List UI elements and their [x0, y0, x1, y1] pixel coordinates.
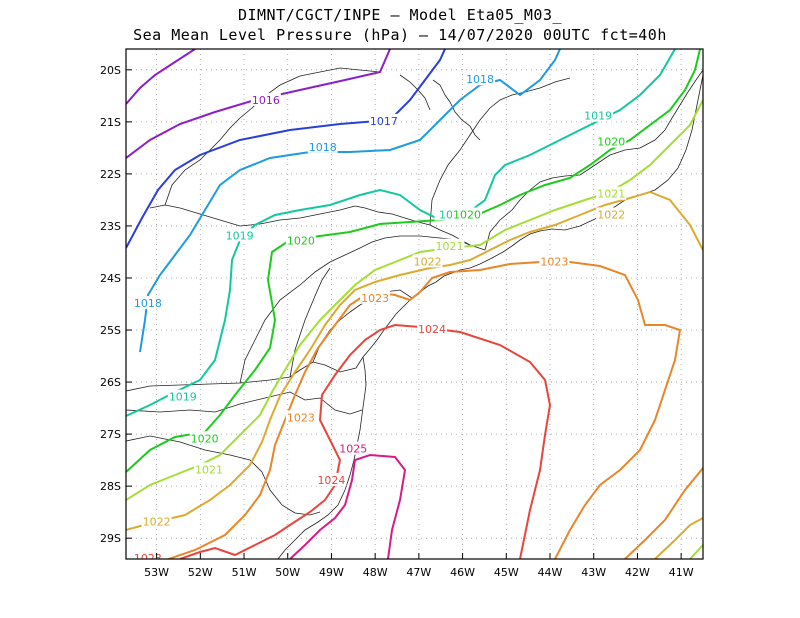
lon-tick-label: 41W: [669, 566, 694, 579]
lon-tick-label: 42W: [625, 566, 650, 579]
isobar-label-bg: [224, 228, 255, 242]
lat-tick-label: 22S: [100, 168, 121, 181]
isobar-label: 1018: [309, 141, 337, 154]
lon-tick-label: 48W: [363, 566, 388, 579]
isobar-label-bg: [416, 322, 447, 336]
isobar-label-bg: [338, 441, 369, 455]
isobar-label-bg: [285, 233, 316, 247]
isobar-label-bg: [360, 290, 391, 304]
isobar-1024: [179, 323, 552, 559]
lat-tick-label: 20S: [100, 64, 121, 77]
lat-tick-label: 28S: [100, 480, 121, 493]
isobar-1019: [126, 49, 676, 417]
axis-ticks: [126, 69, 682, 559]
isobar-1017: [126, 49, 446, 249]
isobar-label: 1019: [169, 391, 197, 404]
latitude-axis-labels: 20S 21S 22S 23S 24S 25S 26S 27S 28S 29S: [100, 64, 121, 545]
lon-tick-label: 49W: [319, 566, 344, 579]
isobar-label: 1019: [584, 110, 612, 123]
isobar-label-bg: [307, 139, 338, 153]
isobar-label: 1022: [414, 255, 442, 268]
isobar-label: 1023: [134, 552, 162, 565]
isobar-label-bg: [194, 462, 225, 476]
isobar-label-bg: [132, 296, 163, 309]
isobar-label: 1020: [191, 432, 219, 445]
isobar-label: 1021: [195, 464, 223, 477]
isobar-1016: [126, 49, 196, 105]
isobar-labels: 1016101710181018101810191019101910110201…: [132, 72, 627, 565]
isobar-label-bg: [167, 389, 198, 403]
isobar-label: 1022: [143, 516, 171, 529]
lon-tick-label: 52W: [188, 566, 213, 579]
isobar-label: 1022: [597, 209, 625, 222]
isobar-label: 1021: [597, 188, 625, 201]
lon-tick-label: 44W: [538, 566, 563, 579]
isobar-label-bg: [316, 472, 347, 486]
isobar-1022: [126, 190, 703, 531]
isobar-1023b: [624, 467, 703, 559]
isobar-label-bg: [132, 551, 163, 559]
isobar-label: 1018: [134, 297, 162, 310]
grid-lines: [126, 49, 703, 559]
plot-frame: [125, 48, 704, 560]
lon-tick-label: 50W: [275, 566, 300, 579]
lon-tick-label: 43W: [581, 566, 606, 579]
isobar-label-bg: [451, 207, 482, 221]
isobar-1022b: [654, 517, 703, 559]
isobar-label-bg: [465, 72, 496, 86]
map-title-line2: Sea Mean Level Pressure (hPa) — 14/07/20…: [133, 26, 667, 44]
isobar-label: 1025: [339, 443, 367, 456]
lon-tick-label: 53W: [144, 566, 169, 579]
isobar-label: 1023: [361, 292, 389, 305]
isobar-label: 1024: [418, 323, 446, 336]
lon-tick-label: 46W: [450, 566, 475, 579]
isobar-label-bg: [368, 113, 399, 127]
isobar-1021: [126, 99, 703, 501]
isobar-label: 1023: [287, 411, 315, 424]
isobar-label-bg: [189, 431, 220, 445]
isobar-label-bg: [596, 186, 627, 200]
lat-tick-label: 29S: [100, 532, 121, 545]
isobar-1021b: [689, 544, 703, 559]
lon-tick-label: 47W: [406, 566, 431, 579]
map-title-line1: DIMNT/CGCT/INPE — Model Eta05_M03_: [237, 6, 563, 24]
isobar-label: 1019: [226, 229, 254, 242]
isobar-label-bg: [412, 254, 443, 268]
isobar-label-bg: [250, 93, 281, 107]
lat-tick-label: 21S: [100, 116, 121, 129]
isobar-label: 1018: [466, 73, 494, 86]
isobar-label: 1024: [317, 474, 345, 487]
isobar-1023: [165, 261, 682, 559]
isobar-label-bg: [596, 207, 627, 221]
lat-tick-label: 24S: [100, 272, 121, 285]
lon-tick-label: 51W: [232, 566, 257, 579]
isobar-label-bg: [539, 254, 570, 268]
lat-tick-label: 25S: [100, 324, 121, 337]
isobar-label: 1017: [370, 115, 398, 128]
isobar-1025: [289, 453, 407, 559]
isobar-label: 1023: [540, 255, 568, 268]
isobar-1020: [126, 49, 701, 473]
isobar-label-bg: [285, 410, 316, 424]
isobar-label: 1021: [435, 240, 463, 253]
isobar-label-bg: [434, 238, 465, 252]
lat-tick-label: 26S: [100, 376, 121, 389]
lat-tick-label: 23S: [100, 220, 121, 233]
isobars: [126, 49, 703, 559]
lon-tick-label: 45W: [494, 566, 519, 579]
lat-tick-label: 27S: [100, 428, 121, 441]
longitude-axis-labels: 53W 52W 51W 50W 49W 48W 47W 46W 45W 44W 43W 42W 41W: [144, 566, 694, 579]
isobar-label: 1020: [453, 209, 481, 222]
isobar-label-bg: [583, 108, 614, 122]
isobar-label-bg: [596, 134, 627, 148]
isobar-label-bg: [141, 514, 172, 528]
isobar-label: 1020: [287, 235, 315, 248]
isobar-label: 1020: [597, 136, 625, 149]
isobar-label: 1016: [252, 94, 280, 107]
